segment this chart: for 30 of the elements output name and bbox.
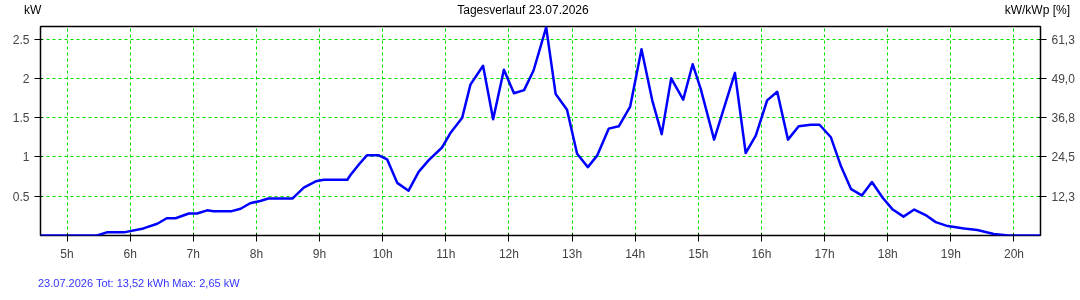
y2-tick-label: 12,3: [1051, 189, 1076, 204]
y-tick-label: 2.5: [12, 32, 30, 47]
y-axis-title: kW: [23, 2, 42, 19]
x-tick-label: 13h: [562, 246, 583, 261]
y-tick-label: 1.5: [12, 111, 30, 126]
x-tick-label: 12h: [498, 246, 519, 261]
y2-tick-label: 36,8: [1051, 111, 1076, 126]
x-tick-label: 7h: [186, 246, 200, 261]
x-tick-label: 11h: [436, 246, 456, 261]
x-tick-label: 17h: [814, 246, 835, 261]
x-tick-label: 10h: [372, 246, 393, 261]
x-tick-label: 6h: [123, 246, 137, 261]
x-tick-label: 15h: [688, 246, 709, 261]
chart-title: Tagesverlauf 23.07.2026: [457, 2, 589, 19]
x-tick-label: 18h: [877, 246, 898, 261]
y2-axis-title: kW/kWp [%]: [1004, 2, 1070, 19]
y2-tick-label: 61,3: [1051, 32, 1076, 47]
text: 23.07.2026 Tot: 13,52 kWh Max: 2,65 kW: [37, 276, 240, 291]
x-tick-label: 19h: [940, 246, 961, 261]
x-tick-label: 9h: [312, 246, 327, 261]
x-tick-label: 5h: [60, 246, 74, 261]
y-tick-label: 0.5: [12, 189, 30, 204]
x-tick-label: 8h: [249, 246, 264, 261]
x-tick-label: 20h: [1003, 246, 1025, 261]
y-tick-label: 2: [22, 71, 30, 86]
y2-tick-label: 24,5: [1051, 150, 1076, 165]
y2-tick-label: 49,0: [1051, 71, 1076, 86]
x-tick-label: 16h: [751, 246, 772, 261]
y-tick-label: 1: [22, 150, 30, 165]
x-tick-label: 14h: [625, 246, 646, 261]
